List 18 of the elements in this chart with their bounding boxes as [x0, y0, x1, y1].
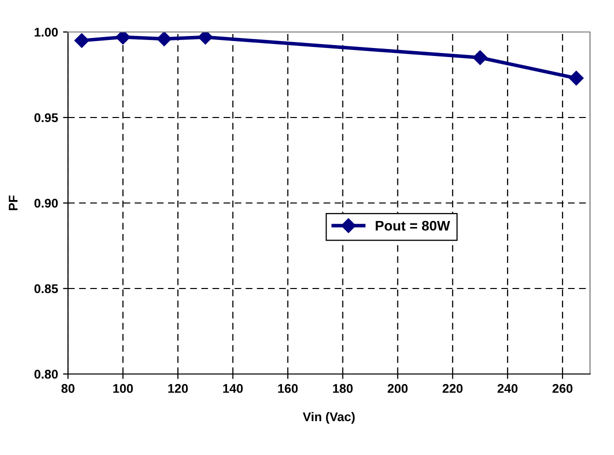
- x-tick-label: 160: [278, 384, 298, 393]
- y-tick-label: 1.00: [34, 28, 58, 37]
- legend-label: Pout = 80W: [376, 220, 450, 231]
- x-tick-label: 140: [223, 384, 243, 393]
- x-tick-label: 120: [168, 384, 188, 393]
- x-tick-label: 100: [113, 384, 133, 393]
- x-tick-label: 200: [388, 384, 408, 393]
- x-tick-label: 80: [61, 384, 74, 393]
- x-tick-label: 220: [442, 384, 463, 393]
- y-tick-label: 0.95: [34, 113, 58, 122]
- x-axis-title: Vin (Vac): [302, 412, 355, 424]
- y-tick-label: 0.80: [34, 370, 58, 379]
- x-tick-label: 180: [333, 384, 353, 393]
- y-tick-label: 0.90: [34, 198, 58, 208]
- y-axis-title: PF: [8, 195, 18, 210]
- y-tick-label: 0.85: [34, 284, 58, 294]
- x-tick-label: 260: [552, 384, 572, 393]
- x-tick-label: 240: [498, 384, 518, 393]
